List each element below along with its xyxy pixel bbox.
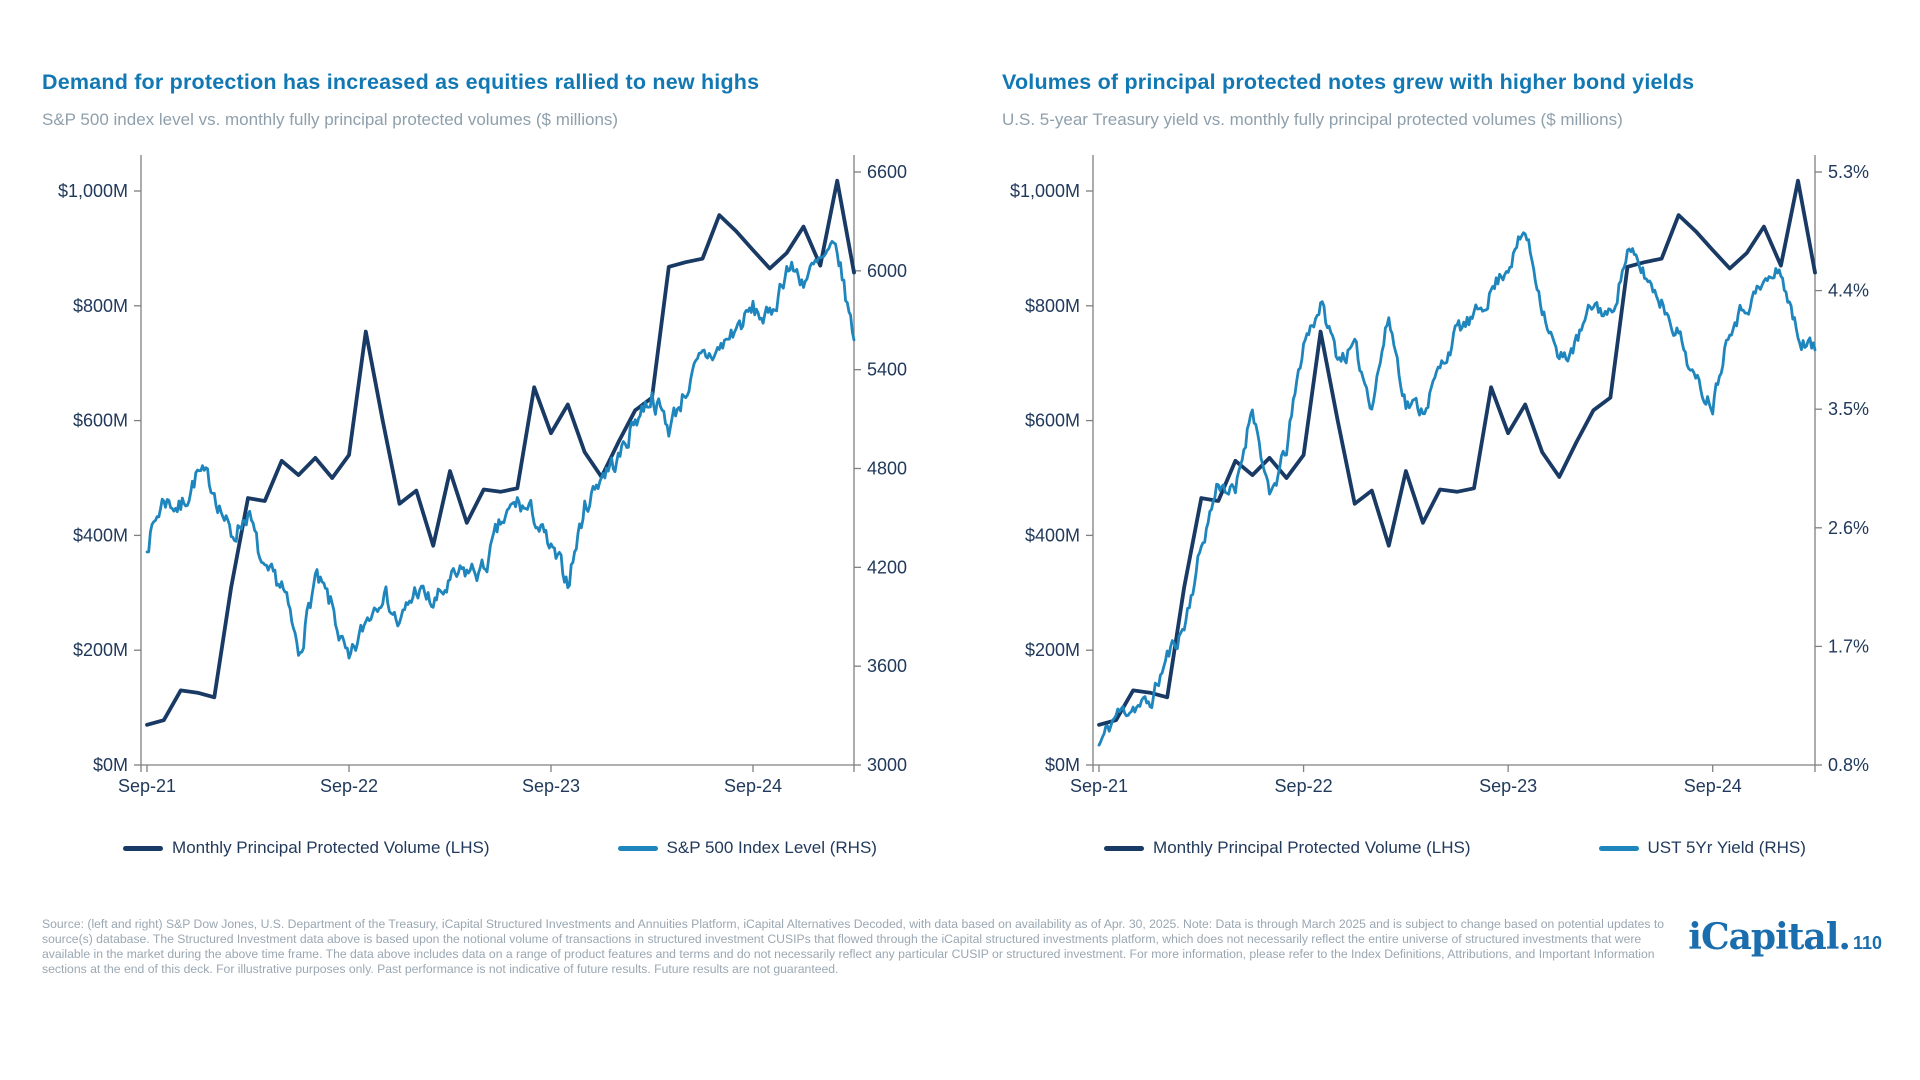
left-chart-legend: Monthly Principal Protected Volume (LHS)… xyxy=(30,838,970,858)
left-chart-panel: Demand for protection has increased as e… xyxy=(30,0,970,900)
volume-line-swatch-icon xyxy=(1104,845,1145,851)
legend-label-ust5y: UST 5Yr Yield (RHS) xyxy=(1647,838,1806,857)
svg-text:5.3%: 5.3% xyxy=(1828,162,1869,182)
legend-label-sp500: S&P 500 Index Level (RHS) xyxy=(666,838,877,857)
svg-text:$200M: $200M xyxy=(73,640,128,660)
right-chart-legend: Monthly Principal Protected Volume (LHS)… xyxy=(990,838,1920,858)
svg-text:$600M: $600M xyxy=(1025,411,1080,431)
svg-text:$400M: $400M xyxy=(73,525,128,545)
right-chart-subtitle: U.S. 5-year Treasury yield vs. monthly f… xyxy=(1002,110,1623,129)
legend-label-volume: Monthly Principal Protected Volume (LHS) xyxy=(172,838,490,857)
svg-text:$800M: $800M xyxy=(1025,296,1080,316)
svg-text:Sep-24: Sep-24 xyxy=(1684,776,1742,796)
left-chart-subtitle: S&P 500 index level vs. monthly fully pr… xyxy=(42,110,619,129)
right-chart-panel: Volumes of principal protected notes gre… xyxy=(990,0,1920,900)
right-chart-title: Volumes of principal protected notes gre… xyxy=(1002,70,1695,94)
svg-text:Sep-24: Sep-24 xyxy=(724,776,782,796)
svg-text:1.7%: 1.7% xyxy=(1828,636,1869,656)
svg-text:3600: 3600 xyxy=(867,656,907,676)
legend-item-volume: Monthly Principal Protected Volume (LHS) xyxy=(123,838,490,858)
icapital-wordmark: iCapital xyxy=(1688,916,1839,958)
svg-text:Sep-23: Sep-23 xyxy=(522,776,580,796)
source-disclosure-text: Source: (left and right) S&P Dow Jones, … xyxy=(42,917,1665,976)
volume-line-swatch-icon xyxy=(123,845,164,851)
svg-text:4.4%: 4.4% xyxy=(1828,281,1869,301)
legend-item-sp500: S&P 500 Index Level (RHS) xyxy=(617,838,877,858)
page-number: 110 xyxy=(1852,933,1882,953)
svg-text:6000: 6000 xyxy=(867,261,907,281)
svg-text:$0M: $0M xyxy=(1045,755,1080,775)
svg-text:Sep-22: Sep-22 xyxy=(320,776,378,796)
left-chart: $0M $200M $400M $600M $800M $1,000M 3000 3600 42… xyxy=(58,155,907,796)
svg-text:$800M: $800M xyxy=(73,296,128,316)
svg-text:$400M: $400M xyxy=(1025,525,1080,545)
svg-text:2.6%: 2.6% xyxy=(1828,518,1869,538)
svg-text:4800: 4800 xyxy=(867,459,907,479)
svg-text:5400: 5400 xyxy=(867,360,907,380)
svg-text:Sep-23: Sep-23 xyxy=(1479,776,1537,796)
legend-item-ust5y: UST 5Yr Yield (RHS) xyxy=(1598,838,1806,858)
right-chart: $0M $200M $400M $600M $800M $1,000M 0.8% 1.7% 2.… xyxy=(1010,155,1869,796)
logo-dot: . xyxy=(1838,916,1851,958)
svg-text:6600: 6600 xyxy=(867,162,907,182)
svg-text:0.8%: 0.8% xyxy=(1828,755,1869,775)
svg-text:$200M: $200M xyxy=(1025,640,1080,660)
svg-text:Sep-22: Sep-22 xyxy=(1275,776,1333,796)
ust5y-line-swatch-icon xyxy=(1598,845,1639,851)
svg-text:3000: 3000 xyxy=(867,755,907,775)
svg-text:Sep-21: Sep-21 xyxy=(1070,776,1128,796)
legend-label-volume: Monthly Principal Protected Volume (LHS) xyxy=(1153,838,1471,857)
svg-text:$0M: $0M xyxy=(93,755,128,775)
svg-text:$600M: $600M xyxy=(73,411,128,431)
svg-text:Sep-21: Sep-21 xyxy=(118,776,176,796)
svg-text:4200: 4200 xyxy=(867,557,907,577)
legend-item-volume: Monthly Principal Protected Volume (LHS) xyxy=(1104,838,1471,858)
svg-text:$1,000M: $1,000M xyxy=(1010,181,1080,201)
icapital-logo: iCapital . 110 xyxy=(1688,916,1882,958)
svg-text:3.5%: 3.5% xyxy=(1828,399,1869,419)
sp500-line-swatch-icon xyxy=(617,845,658,851)
left-chart-title: Demand for protection has increased as e… xyxy=(42,70,760,94)
svg-text:$1,000M: $1,000M xyxy=(58,181,128,201)
